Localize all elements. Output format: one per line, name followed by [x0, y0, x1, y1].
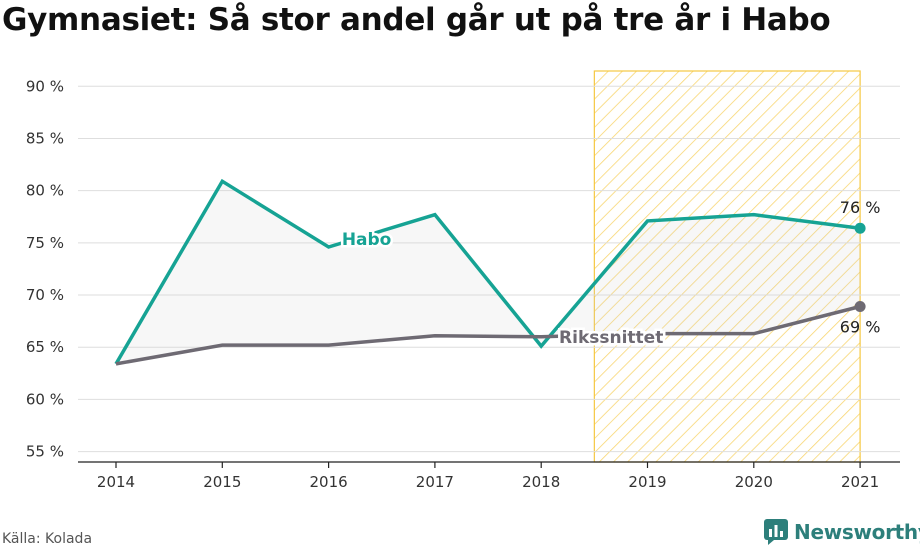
- series-endpoint-habo: [854, 222, 866, 234]
- x-tick-label: 2021: [841, 473, 879, 491]
- chart-title: Gymnasiet: Så stor andel går ut på tre å…: [2, 2, 831, 38]
- y-tick-label: 70 %: [26, 286, 64, 304]
- series-line-rikssnittet: [115, 304, 861, 366]
- y-tick-label: 85 %: [26, 129, 64, 147]
- y-tick-label: 75 %: [26, 234, 64, 252]
- x-tick-label: 2018: [522, 473, 560, 491]
- x-tick-label: 2017: [416, 473, 454, 491]
- end-value-label: 69 %: [840, 318, 881, 337]
- y-tick-label: 55 %: [26, 443, 64, 461]
- x-tick-label: 2020: [735, 473, 773, 491]
- y-tick-label: 80 %: [26, 182, 64, 200]
- source-note: Källa: Kolada: [2, 531, 93, 547]
- series-label-rikssnittet: Rikssnittet: [559, 328, 663, 348]
- gap-area: [116, 181, 861, 364]
- highlight-period: [593, 70, 861, 463]
- y-tick-label: 65 %: [26, 338, 64, 356]
- y-tick-label: 60 %: [26, 390, 64, 408]
- x-tick-label: 2014: [97, 473, 135, 491]
- y-tick-label: 90 %: [26, 77, 64, 95]
- series-line-habo: [114, 178, 861, 365]
- x-tick-label: 2019: [628, 473, 666, 491]
- series-endpoint-rikssnittet: [854, 301, 866, 313]
- brand-name: Newsworthy: [794, 520, 920, 544]
- end-value-label: 76 %: [840, 198, 881, 217]
- x-tick-label: 2016: [310, 473, 348, 491]
- x-tick-label: 2015: [203, 473, 241, 491]
- newsworthy-logo[interactable]: Newsworthy: [764, 519, 920, 545]
- series-label-habo: Habo: [342, 230, 392, 250]
- newsworthy-logo-icon: [764, 519, 788, 545]
